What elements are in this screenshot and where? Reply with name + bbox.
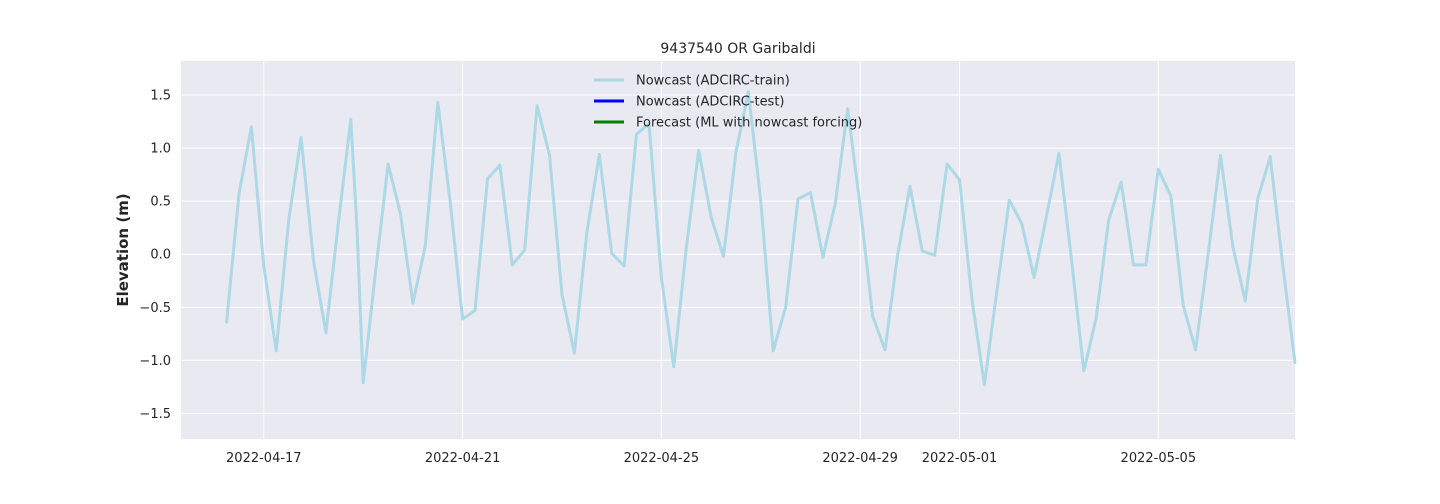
legend-label: Nowcast (ADCIRC-train) xyxy=(636,74,790,89)
x-tick-label: 2022-04-17 xyxy=(226,451,302,466)
y-tick-label: −1.0 xyxy=(139,354,171,369)
legend: Nowcast (ADCIRC-train) Nowcast (ADCIRC-te… xyxy=(594,74,862,131)
legend-entry: Forecast (ML with nowcast forcing) xyxy=(594,116,862,131)
series-line-0 xyxy=(225,90,1297,387)
x-tick-label: 2022-05-01 xyxy=(922,451,998,466)
x-tick-label: 2022-04-25 xyxy=(624,451,700,466)
y-tick-label: 1.0 xyxy=(150,142,171,157)
series-lines xyxy=(225,90,1297,387)
y-tick-label: 1.5 xyxy=(150,88,171,103)
axis-ticks: 2022-04-17 2022-04-21 2022-04-25 2022-04-29… xyxy=(139,88,1196,466)
x-tick-label: 2022-05-05 xyxy=(1121,451,1197,466)
x-tick-label: 2022-04-29 xyxy=(822,451,898,466)
chart-title: 9437540 OR Garibaldi xyxy=(660,41,815,57)
legend-entry: Nowcast (ADCIRC-train) xyxy=(594,74,790,89)
plot-background xyxy=(181,61,1295,439)
x-tick-label: 2022-04-21 xyxy=(425,451,501,466)
legend-label: Nowcast (ADCIRC-test) xyxy=(636,95,785,110)
legend-entry: Nowcast (ADCIRC-test) xyxy=(594,95,785,110)
y-tick-label: 0.5 xyxy=(150,195,171,210)
legend-label: Forecast (ML with nowcast forcing) xyxy=(636,116,862,131)
y-tick-label: −1.5 xyxy=(139,407,171,422)
y-axis-label: Elevation (m) xyxy=(114,193,132,306)
y-tick-label: −0.5 xyxy=(139,301,171,316)
y-tick-label: 0.0 xyxy=(150,248,171,263)
